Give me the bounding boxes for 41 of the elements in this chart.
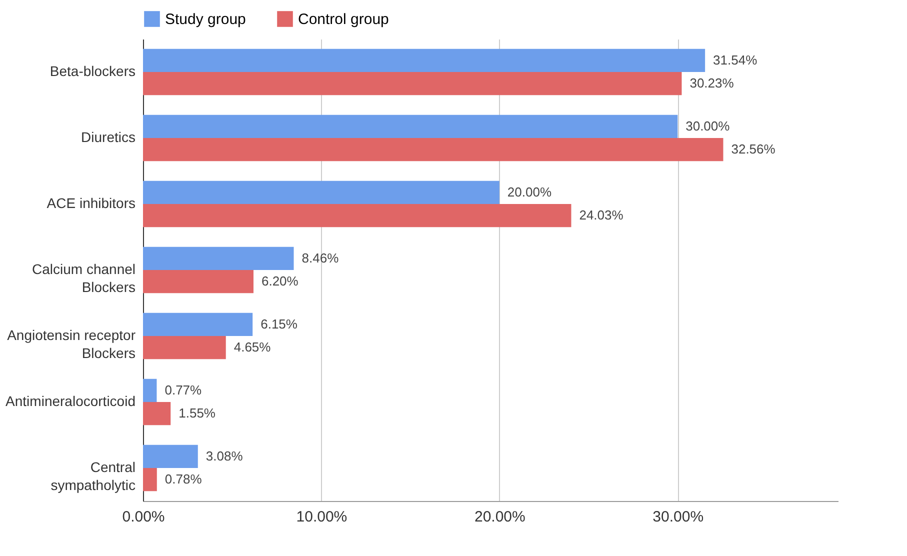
bar xyxy=(143,246,294,270)
bar xyxy=(143,180,500,204)
data-label: 0.78% xyxy=(164,472,202,487)
data-label: 20.00% xyxy=(507,184,552,200)
bar xyxy=(143,402,171,426)
bar xyxy=(143,378,157,402)
bar xyxy=(143,204,572,228)
legend-label: Control group xyxy=(298,11,389,28)
y-tick-label: Calcium channel Blockers xyxy=(32,261,136,295)
y-tick-label: Angiotensin receptor Blockers xyxy=(7,327,136,361)
data-label: 0.77% xyxy=(164,382,202,398)
data-label: 32.56% xyxy=(731,142,776,157)
data-label: 30.23% xyxy=(690,76,734,91)
y-tick-label: Central sympatholytic xyxy=(50,459,136,493)
y-tick-label: Diuretics xyxy=(81,129,136,145)
data-label: 4.65% xyxy=(234,340,272,355)
bar xyxy=(143,138,724,162)
bar xyxy=(143,336,226,360)
bar xyxy=(143,444,198,468)
data-label: 24.03% xyxy=(579,208,624,223)
bar xyxy=(143,72,682,96)
bar xyxy=(143,468,157,492)
data-label: 8.46% xyxy=(302,250,340,266)
bar xyxy=(143,270,254,294)
bar xyxy=(143,312,253,336)
legend-label: Study group xyxy=(165,11,246,28)
data-label: 3.08% xyxy=(206,448,244,464)
bar xyxy=(143,48,706,72)
x-tick-label: 0.00% xyxy=(122,508,165,526)
y-tick-label: ACE inhibitors xyxy=(46,195,136,211)
x-tick-label: 30.00% xyxy=(652,508,704,526)
data-label: 30.00% xyxy=(686,118,730,134)
y-tick-label: Beta-blockers xyxy=(50,63,136,79)
x-tick-label: 10.00% xyxy=(296,508,348,526)
data-label: 31.54% xyxy=(713,52,758,68)
data-label: 1.55% xyxy=(178,406,216,421)
x-tick-label: 20.00% xyxy=(474,508,526,526)
data-label: 6.20% xyxy=(261,274,299,289)
bar xyxy=(143,114,678,138)
y-tick-label: Antimineralocorticoid xyxy=(6,393,136,409)
data-label: 6.15% xyxy=(260,316,298,332)
